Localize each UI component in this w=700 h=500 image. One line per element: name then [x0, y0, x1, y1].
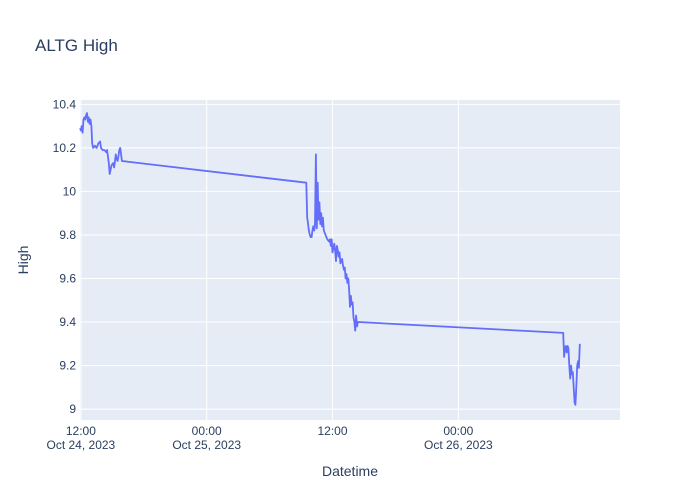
x-tick-label: 12:00	[66, 424, 96, 438]
y-tick-label: 9.4	[59, 315, 76, 329]
y-tick-label: 10	[63, 184, 77, 198]
y-tick-label: 9	[69, 402, 76, 416]
y-axis-title: High	[15, 246, 31, 275]
series-layer	[79, 112, 581, 406]
y-tick-label: 9.6	[59, 272, 76, 286]
x-tick-date-label: Oct 24, 2023	[47, 438, 116, 452]
y-tick-label: 10.2	[53, 141, 77, 155]
x-tick-label: 12:00	[318, 424, 348, 438]
y-tick-label: 9.8	[59, 228, 76, 242]
y-tick-label: 10.4	[53, 97, 77, 111]
grid-lines	[80, 100, 620, 420]
y-axis-ticks: 9 9.2 9.4 9.6 9.8 10 10.2 10.4	[53, 97, 77, 416]
y-tick-label: 9.2	[59, 359, 76, 373]
x-axis-title: Datetime	[322, 463, 378, 479]
x-tick-label: 00:00	[192, 424, 222, 438]
series-line	[79, 112, 581, 406]
x-tick-label: 00:00	[443, 424, 473, 438]
x-tick-date-label: Oct 26, 2023	[424, 438, 493, 452]
plot-area	[80, 100, 620, 420]
x-tick-date-label: Oct 25, 2023	[172, 438, 241, 452]
chart-title: ALTG High	[35, 36, 118, 55]
